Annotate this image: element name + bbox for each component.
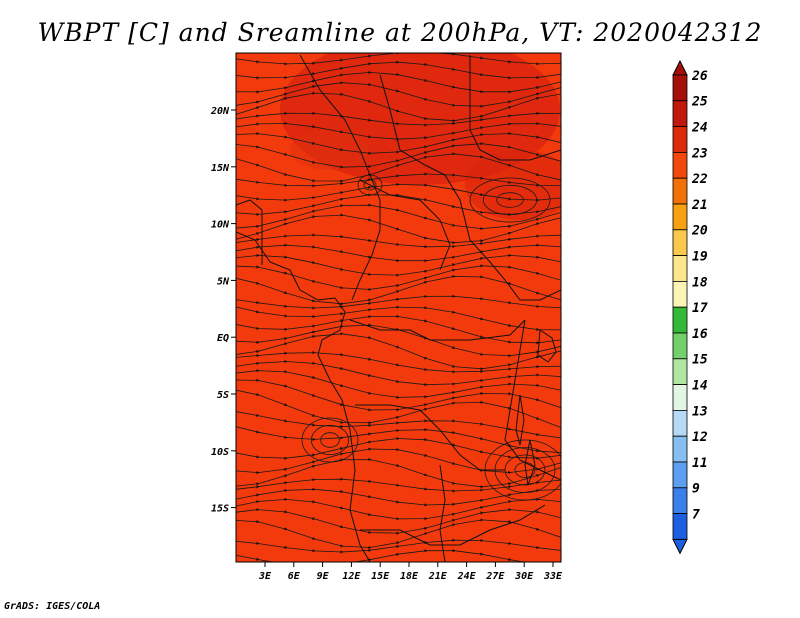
colorbar-segment xyxy=(672,151,688,179)
lat-tick-label: 5N xyxy=(217,276,230,287)
streamline xyxy=(236,549,540,562)
colorbar-segment xyxy=(672,100,688,128)
lon-tick-label: 3E xyxy=(258,571,272,582)
streamline-loop xyxy=(469,177,551,223)
colorbar-segment xyxy=(672,332,688,360)
colorbar: 26 25 24 23 22 21 20 19 18 17 16 15 14 13 12 11 9 7 xyxy=(672,59,708,555)
streamline-loop xyxy=(496,192,524,208)
warm-region xyxy=(290,130,370,170)
latitude-axis: 20N 15N 10N 5N EQ 5S 10S 15S xyxy=(210,106,236,515)
colorbar-label: 16 xyxy=(692,327,708,342)
lat-tick-label: 10S xyxy=(211,447,229,458)
streamline-loop xyxy=(310,424,350,456)
longitude-axis: 3E 6E 9E 12E 15E 18E 21E 24E 27E 30E 33E xyxy=(258,562,563,582)
colorbar-label: 12 xyxy=(692,430,708,445)
country-border xyxy=(236,231,371,562)
country-border xyxy=(439,464,446,562)
country-border xyxy=(469,55,561,161)
lon-tick-label: 30E xyxy=(514,571,534,582)
lat-tick-label: 20N xyxy=(210,106,230,117)
streamline-loop xyxy=(482,184,538,216)
colorbar-label: 24 xyxy=(691,121,708,136)
colorbar-segment xyxy=(672,435,688,463)
lat-tick-label: 15N xyxy=(211,163,230,174)
colorbar-label: 25 xyxy=(691,95,708,110)
streamline-loop xyxy=(320,432,340,448)
credit-text: GrADS: IGES/COLA xyxy=(4,601,101,612)
colorbar-max-arrow xyxy=(672,59,688,76)
colorbar-segment xyxy=(672,203,688,231)
colorbar-label: 19 xyxy=(692,250,708,265)
colorbar-label: 15 xyxy=(692,353,708,368)
colorbar-label: 11 xyxy=(692,456,708,471)
lake-outline xyxy=(515,394,525,446)
lon-tick-label: 27E xyxy=(485,571,505,582)
colorbar-min-arrow xyxy=(672,538,688,555)
colorbar-label: 13 xyxy=(692,404,708,419)
country-border xyxy=(504,319,561,481)
streamline xyxy=(236,477,561,493)
colorbar-segment xyxy=(672,306,688,334)
country-border xyxy=(379,74,561,301)
colorbar-segment xyxy=(672,487,688,514)
map-frame xyxy=(235,52,562,563)
colorbar-segment xyxy=(672,409,688,437)
lon-tick-label: 12E xyxy=(342,571,361,582)
lon-tick-label: 21E xyxy=(428,571,448,582)
country-borders xyxy=(236,54,561,562)
country-border xyxy=(359,179,451,271)
streamline xyxy=(236,213,561,245)
lat-tick-label: 10N xyxy=(211,220,230,231)
streamline-loop xyxy=(301,417,359,463)
colorbar-label: 14 xyxy=(692,379,708,394)
colorbar-label: 22 xyxy=(691,172,708,187)
colorbar-segment xyxy=(672,513,688,540)
country-border xyxy=(236,199,263,265)
colorbar-label: 23 xyxy=(691,146,708,161)
colorbar-label: 20 xyxy=(691,224,708,239)
streamline xyxy=(236,91,561,123)
colorbar-segment xyxy=(672,229,688,257)
lat-tick-label: 15S xyxy=(211,504,229,515)
colorbar-label: 9 xyxy=(692,482,700,497)
colorbar-label: 21 xyxy=(691,198,708,213)
colorbar-segment xyxy=(672,126,688,153)
colorbar-segment xyxy=(672,177,688,205)
lon-tick-label: 9E xyxy=(317,571,330,582)
lon-tick-label: 18E xyxy=(400,571,419,582)
streamline-loop xyxy=(363,179,377,191)
lat-tick-label: EQ xyxy=(217,333,229,344)
lake-outline xyxy=(524,439,536,486)
lon-tick-label: 6E xyxy=(288,571,301,582)
colorbar-segment xyxy=(672,255,688,282)
chart-title: WBPT [C] and Sreamline at 200hPa, VT: 20… xyxy=(37,18,763,47)
lat-tick-label: 5S xyxy=(217,390,229,401)
lon-tick-label: 24E xyxy=(457,571,477,582)
colorbar-segment xyxy=(672,384,688,411)
colorbar-label: 18 xyxy=(692,275,708,290)
colorbar-segment xyxy=(672,280,688,308)
country-border xyxy=(360,504,546,546)
lake-outline xyxy=(537,329,557,363)
colorbar-segment xyxy=(672,461,688,489)
colorbar-label: 17 xyxy=(692,301,708,316)
lon-tick-label: 15E xyxy=(371,571,390,582)
colorbar-segment xyxy=(672,74,688,102)
streamline xyxy=(236,538,561,554)
colorbar-label: 7 xyxy=(692,508,700,523)
country-border xyxy=(349,319,526,341)
country-border xyxy=(355,404,505,471)
lon-tick-label: 33E xyxy=(543,571,563,582)
colorbar-segment xyxy=(672,358,688,385)
colorbar-label: 26 xyxy=(691,69,708,84)
streamline xyxy=(236,274,561,306)
